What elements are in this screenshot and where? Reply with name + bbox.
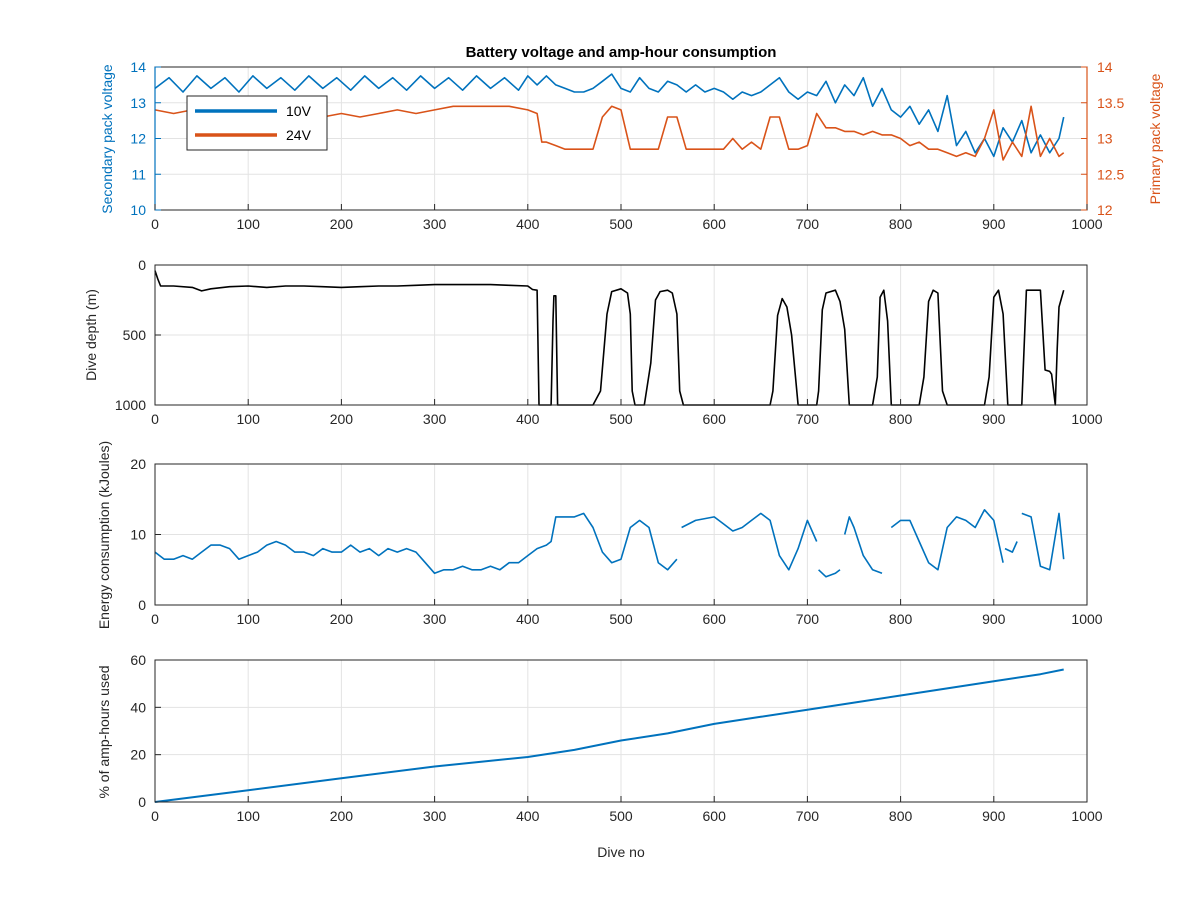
x-tick-label: 300 xyxy=(423,216,447,232)
voltage-panel: 0 100 200 300 400 500 600 700 800 900 1000 10 11 12 13… xyxy=(130,59,1124,232)
series-0-line xyxy=(154,668,1064,803)
x-tick-label: 700 xyxy=(796,611,820,627)
x-tick-label: 100 xyxy=(237,611,261,627)
series-0-line xyxy=(154,509,1065,578)
x-tick-label: 900 xyxy=(982,216,1006,232)
amp-hours-panel: 0 100 200 300 400 500 600 700 800 900 1000 0 20 40 60 xyxy=(130,652,1102,824)
x-tick-label: 500 xyxy=(609,216,633,232)
x-tick-label: 800 xyxy=(889,216,913,232)
chart-title: Battery voltage and amp-hour consumption xyxy=(466,44,777,61)
y-right-tick-label: 13 xyxy=(1097,131,1113,147)
y-right-tick-label: 12 xyxy=(1097,202,1113,218)
x-tick-label: 1000 xyxy=(1071,808,1102,824)
x-tick-label: 900 xyxy=(982,411,1006,427)
y-tick-label: 20 xyxy=(130,456,146,472)
x-tick-label: 200 xyxy=(330,216,354,232)
x-tick-label: 100 xyxy=(237,216,261,232)
x-tick-label: 500 xyxy=(609,808,633,824)
x-tick-label: 300 xyxy=(423,611,447,627)
voltage-right-ylabel: Primary pack voltage xyxy=(1147,73,1163,204)
voltage-left-ylabel: Secondary pack voltage xyxy=(99,64,115,214)
x-tick-label: 300 xyxy=(423,411,447,427)
x-tick-label: 200 xyxy=(330,611,354,627)
energy-ylabel: Energy consumption (kJoules) xyxy=(96,441,112,629)
y-tick-label: 10 xyxy=(130,202,146,218)
x-tick-label: 500 xyxy=(609,411,633,427)
x-tick-label: 300 xyxy=(423,808,447,824)
x-tick-label: 1000 xyxy=(1071,611,1102,627)
y-tick-label: 0 xyxy=(138,597,146,613)
legend: 10V 24V xyxy=(186,95,328,151)
x-tick-label: 400 xyxy=(516,808,540,824)
y-right-tick-label: 14 xyxy=(1097,59,1113,75)
x-tick-label: 1000 xyxy=(1071,216,1102,232)
x-tick-label: 0 xyxy=(151,216,159,232)
y-tick-label: 20 xyxy=(130,747,146,763)
x-tick-label: 800 xyxy=(889,808,913,824)
depth-ylabel: Dive depth (m) xyxy=(83,289,99,381)
x-tick-label: 400 xyxy=(516,411,540,427)
x-tick-label: 600 xyxy=(703,611,727,627)
x-tick-label: 900 xyxy=(982,808,1006,824)
y-right-tick-label: 12.5 xyxy=(1097,166,1124,182)
x-tick-label: 700 xyxy=(796,216,820,232)
amp-hours-xlabel: Dive no xyxy=(597,844,645,860)
x-tick-label: 600 xyxy=(703,411,727,427)
legend-label-24v: 24V xyxy=(286,127,312,143)
y-right-tick-label: 13.5 xyxy=(1097,95,1124,111)
x-tick-label: 200 xyxy=(330,411,354,427)
y-tick-label: 13 xyxy=(130,95,146,111)
y-tick-label: 12 xyxy=(130,131,146,147)
x-tick-label: 0 xyxy=(151,411,159,427)
x-tick-label: 400 xyxy=(516,611,540,627)
y-tick-label: 0 xyxy=(138,794,146,810)
x-tick-label: 700 xyxy=(796,411,820,427)
legend-label-10v: 10V xyxy=(286,103,312,119)
x-tick-label: 800 xyxy=(889,411,913,427)
x-tick-label: 600 xyxy=(703,216,727,232)
energy-panel: 0 100 200 300 400 500 600 700 800 900 1000 0 10 20 xyxy=(130,456,1102,627)
amp-hours-ylabel: % of amp-hours used xyxy=(96,665,112,798)
x-tick-label: 700 xyxy=(796,808,820,824)
x-tick-label: 800 xyxy=(889,611,913,627)
x-tick-label: 600 xyxy=(703,808,727,824)
x-tick-label: 400 xyxy=(516,216,540,232)
legend-box xyxy=(186,95,328,151)
series-24v-line xyxy=(154,105,1065,161)
y-tick-label: 60 xyxy=(130,652,146,668)
series-10v-line xyxy=(154,73,1065,158)
y-tick-label: 500 xyxy=(123,327,147,343)
x-tick-label: 100 xyxy=(237,411,261,427)
y-tick-label: 40 xyxy=(130,699,146,715)
x-tick-label: 900 xyxy=(982,611,1006,627)
x-tick-label: 1000 xyxy=(1071,411,1102,427)
y-tick-label: 11 xyxy=(131,166,146,182)
x-tick-label: 0 xyxy=(151,808,159,824)
dive-depth-panel: 0 100 200 300 400 500 600 700 800 900 1000 0 500 1000 xyxy=(115,257,1103,427)
y-tick-label: 10 xyxy=(130,527,146,543)
y-tick-label: 14 xyxy=(130,59,146,75)
x-tick-label: 0 xyxy=(151,611,159,627)
x-tick-label: 100 xyxy=(237,808,261,824)
y-tick-label: 1000 xyxy=(115,397,146,413)
x-tick-label: 200 xyxy=(330,808,354,824)
x-tick-label: 500 xyxy=(609,611,633,627)
y-tick-label: 0 xyxy=(138,257,146,273)
